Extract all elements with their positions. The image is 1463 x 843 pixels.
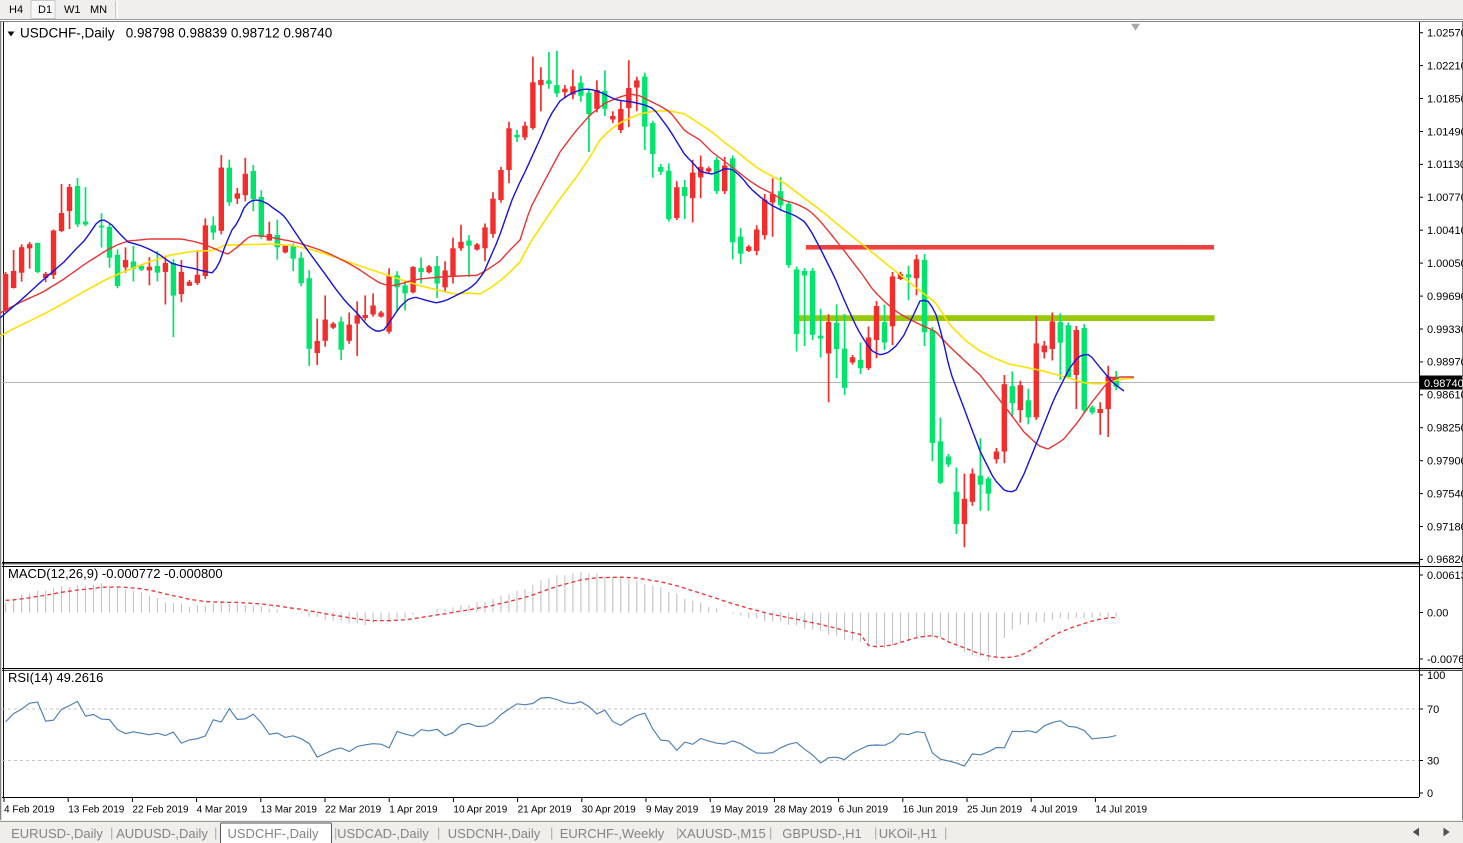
svg-text:USDCHF-,Daily: USDCHF-,Daily (228, 826, 320, 841)
svg-text:0.97180: 0.97180 (1427, 521, 1463, 533)
svg-text:1.01850: 1.01850 (1427, 93, 1463, 105)
svg-text:1 Apr 2019: 1 Apr 2019 (389, 805, 438, 816)
svg-text:0.97540: 0.97540 (1427, 488, 1463, 500)
svg-text:0.97900: 0.97900 (1427, 456, 1463, 468)
svg-text:|: | (550, 825, 553, 840)
svg-text:1.00050: 1.00050 (1427, 258, 1463, 270)
svg-text:|: | (110, 825, 113, 840)
svg-text:10 Apr 2019: 10 Apr 2019 (453, 805, 507, 816)
svg-text:MACD(12,26,9) -0.000772 -0.000: MACD(12,26,9) -0.000772 -0.000800 (8, 566, 223, 581)
svg-text:16 Jun 2019: 16 Jun 2019 (903, 805, 958, 816)
svg-text:13 Feb 2019: 13 Feb 2019 (68, 805, 125, 816)
svg-text:22 Mar 2019: 22 Mar 2019 (325, 805, 382, 816)
svg-text:H4: H4 (9, 4, 23, 16)
svg-text:|: | (214, 825, 217, 840)
svg-text:21 Apr 2019: 21 Apr 2019 (518, 805, 572, 816)
svg-text:1.02210: 1.02210 (1427, 60, 1463, 72)
svg-text:|: | (944, 825, 947, 840)
svg-text:0.98740: 0.98740 (1424, 378, 1463, 390)
svg-text:0.96820: 0.96820 (1427, 554, 1463, 566)
svg-text:70: 70 (1427, 704, 1439, 716)
svg-text:13 Mar 2019: 13 Mar 2019 (261, 805, 318, 816)
svg-text:0.99330: 0.99330 (1427, 324, 1463, 336)
svg-text:14 Jul 2019: 14 Jul 2019 (1095, 805, 1147, 816)
svg-text:4 Feb 2019: 4 Feb 2019 (4, 805, 55, 816)
svg-text:100: 100 (1427, 670, 1445, 682)
svg-text:4 Jul 2019: 4 Jul 2019 (1031, 805, 1078, 816)
svg-text:22 Feb 2019: 22 Feb 2019 (132, 805, 189, 816)
svg-text:1.01130: 1.01130 (1427, 159, 1463, 171)
svg-text:1.01490: 1.01490 (1427, 126, 1463, 138)
svg-text:0: 0 (1427, 788, 1433, 800)
svg-text:0.00: 0.00 (1427, 607, 1448, 619)
svg-text:4 Mar 2019: 4 Mar 2019 (197, 805, 248, 816)
svg-text:-0.007612: -0.007612 (1427, 654, 1463, 666)
svg-text:|: | (437, 825, 440, 840)
svg-text:|: | (874, 825, 877, 840)
svg-text:0.99690: 0.99690 (1427, 291, 1463, 303)
svg-text:0.98610: 0.98610 (1427, 390, 1463, 402)
svg-text:W1: W1 (64, 4, 81, 16)
svg-text:0.98970: 0.98970 (1427, 357, 1463, 369)
svg-text:1.00770: 1.00770 (1427, 192, 1463, 204)
svg-text:RSI(14) 49.2616: RSI(14) 49.2616 (8, 670, 103, 685)
svg-text:30 Apr 2019: 30 Apr 2019 (582, 805, 636, 816)
svg-text:GBPUSD-,H1: GBPUSD-,H1 (782, 826, 861, 841)
svg-text:|: | (334, 825, 337, 840)
svg-text:MN: MN (90, 4, 107, 16)
svg-text:19 May 2019: 19 May 2019 (710, 805, 768, 816)
svg-text:XAUUSD-,M15: XAUUSD-,M15 (678, 826, 765, 841)
svg-text:0.00613: 0.00613 (1427, 570, 1463, 582)
svg-text:AUDUSD-,Daily: AUDUSD-,Daily (116, 826, 208, 841)
svg-text:30: 30 (1427, 755, 1439, 767)
svg-text:EURUSD-,Daily: EURUSD-,Daily (11, 826, 103, 841)
svg-text:28 May 2019: 28 May 2019 (774, 805, 832, 816)
svg-text:USDCNH-,Daily: USDCNH-,Daily (448, 826, 541, 841)
svg-text:25 Jun 2019: 25 Jun 2019 (967, 805, 1022, 816)
svg-text:1.00410: 1.00410 (1427, 225, 1463, 237)
svg-text:UKOil-,H1: UKOil-,H1 (879, 826, 938, 841)
svg-text:9 May 2019: 9 May 2019 (646, 805, 699, 816)
svg-text:0.98250: 0.98250 (1427, 423, 1463, 435)
svg-text:D1: D1 (38, 4, 52, 16)
svg-text:1.02570: 1.02570 (1427, 28, 1463, 40)
svg-text:USDCHF-,Daily 0.98798 0.9883: USDCHF-,Daily 0.98798 0.98839 0.98712 0.… (20, 26, 332, 41)
svg-text:|: | (769, 825, 772, 840)
svg-text:6 Jun 2019: 6 Jun 2019 (839, 805, 889, 816)
svg-text:EURCHF-,Weekly: EURCHF-,Weekly (560, 826, 665, 841)
svg-text:|: | (676, 825, 679, 840)
svg-text:USDCAD-,Daily: USDCAD-,Daily (337, 826, 429, 841)
